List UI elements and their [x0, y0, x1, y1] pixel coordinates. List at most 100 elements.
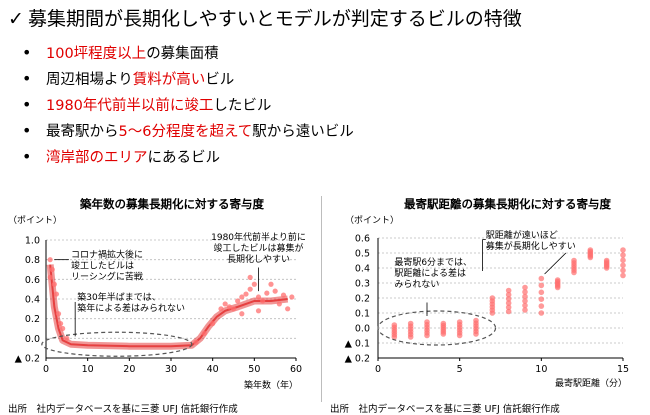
y-tick-label: 1.0: [25, 236, 40, 247]
bullet-part: 5～6分程度を超えて: [118, 124, 253, 140]
annotation-arrow: [544, 252, 567, 275]
y-tick-label: ▲ 0.2: [345, 354, 370, 365]
x-tick-label: 10: [82, 364, 94, 375]
y-tick-label: 0.3: [355, 279, 370, 290]
annotation-text: 長期化しやすい: [227, 253, 290, 265]
data-point: [440, 320, 447, 327]
data-point: [424, 319, 430, 325]
annotation-text: 1980年代前半より前に: [211, 231, 306, 243]
data-point: [473, 317, 479, 324]
chart-source-distance: 出所 社内データベースを基に三菱 UFJ 信託銀行作成: [330, 404, 560, 415]
bullet-dot-icon: •: [22, 69, 32, 88]
x-tick-label: 0: [43, 364, 49, 375]
bullet-part: にあるビル: [147, 150, 221, 166]
x-axis-label: 最寄駅距離（分）: [555, 377, 627, 389]
data-point: [57, 320, 64, 327]
data-point: [391, 322, 398, 328]
x-tick-label: 15: [617, 364, 629, 375]
data-point: [289, 294, 295, 300]
bullet-dot-icon: •: [22, 147, 32, 166]
data-point: [456, 319, 463, 325]
data-point: [193, 339, 199, 345]
data-point: [620, 267, 626, 274]
annotation-text: 募集が長期化しやすい: [486, 240, 576, 252]
slide-title: ✓ 募集期間が長期化しやすいとモデルが判定するビルの特徴: [8, 4, 522, 31]
data-point: [538, 310, 545, 316]
x-tick-label: 40: [207, 364, 219, 375]
data-point: [538, 275, 545, 282]
data-point: [522, 289, 528, 295]
annotation-text: 築年による差はみられない: [77, 302, 185, 314]
y-axis-label: （ポイント）: [8, 215, 62, 226]
data-point: [603, 257, 610, 264]
annotation-text: リーシングに苦戦: [71, 271, 143, 283]
data-point: [554, 277, 561, 283]
highlight-ellipse: [377, 310, 497, 346]
chart-title-distance: 最寄駅距離の募集長期化に対する寄与度: [404, 197, 611, 211]
annotation-text: 駅距離が遠いほど: [486, 229, 558, 241]
data-point: [255, 294, 262, 300]
data-point: [285, 306, 291, 312]
data-point: [620, 272, 626, 279]
highlight-ellipse: [41, 331, 193, 357]
y-axis-label: （ポイント）: [345, 215, 399, 226]
data-point: [407, 320, 414, 327]
data-point: [538, 296, 545, 302]
data-point: [247, 286, 253, 292]
data-point: [538, 289, 545, 296]
data-point: [218, 306, 224, 312]
data-point: [620, 262, 626, 269]
x-tick-label: 20: [123, 364, 135, 375]
bullet-item: • 周辺相場より賃料が高いビル: [22, 66, 354, 92]
data-point: [505, 296, 512, 302]
bullet-part: 周辺相場より: [46, 72, 133, 88]
bullet-part: ビル: [205, 72, 235, 88]
y-tick-label: 0.8: [25, 255, 40, 266]
bullet-part: 賃料が高い: [132, 72, 206, 88]
data-point: [522, 293, 528, 300]
bullet-dot-icon: •: [22, 95, 32, 114]
y-tick-label: 0.4: [355, 264, 370, 275]
data-point: [538, 282, 545, 289]
bullet-list: • 100坪程度以上の募集面積 • 周辺相場より賃料が高いビル • 1980年代前半以…: [22, 40, 354, 170]
data-point: [522, 298, 528, 304]
x-tick-label: 30: [165, 364, 177, 375]
bullet-item: • 最寄駅から5～6分程度を超えて駅から遠いビル: [22, 118, 354, 144]
data-point: [201, 330, 207, 337]
chart-title-age: 築年数の募集長期化に対する寄与度: [80, 197, 264, 211]
bullet-item: • 1980年代前半以前に竣工したビル: [22, 92, 354, 118]
checkmark-icon: ✓: [8, 8, 24, 30]
x-tick-label: 5: [457, 364, 463, 375]
data-point: [587, 247, 594, 253]
y-tick-label: 0.1: [355, 309, 370, 320]
bullet-part: の募集面積: [146, 46, 219, 62]
data-point: [276, 301, 282, 307]
annotation-text: 最寄駅6分までは、: [394, 256, 472, 268]
data-point: [226, 304, 232, 310]
bullet-part: 湾岸部のエリア: [46, 150, 148, 166]
data-point: [260, 298, 266, 304]
x-tick-label: 0: [375, 364, 381, 375]
data-point: [505, 308, 512, 315]
data-point: [571, 257, 577, 264]
y-tick-label: ▲ 0.2: [15, 354, 40, 365]
x-tick-label: 10: [535, 364, 547, 375]
chart-building-age: （ポイント） 1.0 0.8 0.6 0.4 0.2 0.0 ▲ 0.20 10 20 30 40 50…: [8, 215, 306, 391]
annotation-text: 竣工したビルは募集が: [213, 242, 303, 254]
bullet-part: 最寄駅から: [46, 124, 119, 140]
bullet-dot-icon: •: [22, 43, 32, 62]
bullet-part: したビル: [213, 98, 272, 114]
x-axis-label: 築年数（年）: [244, 379, 298, 391]
data-point: [247, 274, 253, 280]
y-tick-label: 0.0: [25, 334, 40, 345]
data-point: [251, 281, 257, 287]
bullet-item: • 湾岸部のエリアにあるビル: [22, 144, 354, 170]
data-point: [222, 301, 228, 307]
y-tick-label: 0.0: [355, 324, 370, 335]
data-point: [255, 308, 262, 314]
slide-title-text: 募集期間が長期化しやすいとモデルが判定するビルの特徴: [28, 8, 522, 30]
annotation-text: みられない: [394, 279, 439, 290]
data-point: [522, 302, 528, 309]
y-tick-label: 0.6: [355, 234, 370, 245]
y-tick-label: 0.2: [355, 294, 370, 305]
